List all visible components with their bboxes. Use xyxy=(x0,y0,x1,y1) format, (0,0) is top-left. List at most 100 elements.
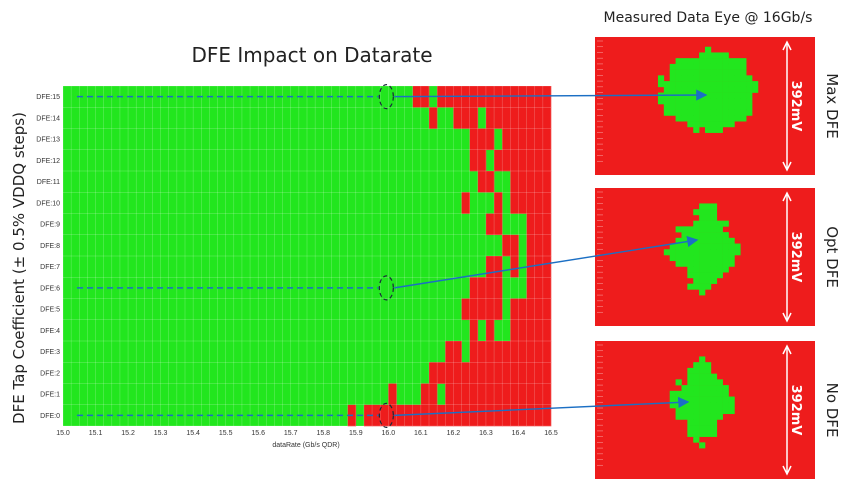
eye-pass-cell xyxy=(669,396,676,403)
eye-pass-cell xyxy=(693,243,700,250)
eye-pass-cell xyxy=(699,260,706,267)
heatmap-fail-cell xyxy=(494,192,503,214)
heatmap-fail-cell xyxy=(534,362,544,384)
eye-pass-cell xyxy=(675,379,682,386)
heatmap-fail-cell xyxy=(461,362,470,384)
eye-pass-cell xyxy=(716,69,723,76)
eye-pass-cell xyxy=(728,396,735,403)
eye-pass-cell xyxy=(681,260,688,267)
eye-pass-cell xyxy=(710,86,718,93)
eye-pass-cell xyxy=(693,126,700,133)
eye-pass-cell xyxy=(687,226,694,233)
eye-pass-cell xyxy=(740,63,747,70)
eye-pass-cell xyxy=(716,237,723,244)
highlight-ellipse xyxy=(378,84,394,110)
eye-pass-cell xyxy=(728,104,735,111)
eye-pass-cell xyxy=(722,98,729,105)
eye-pass-cell xyxy=(687,385,694,392)
eye-pass-cell xyxy=(705,86,712,93)
eye-pass-cell xyxy=(716,126,723,133)
eye-pass-cell xyxy=(705,58,712,65)
heatmap-fail-cell xyxy=(429,383,438,406)
eye-pass-cell xyxy=(716,86,723,93)
eye-pass-cell xyxy=(687,272,694,279)
eye-pass-cell xyxy=(705,220,712,227)
heatmap-fail-cell xyxy=(518,319,527,342)
eye-pass-cell xyxy=(699,104,706,111)
heatmap-fail-cell xyxy=(542,234,552,257)
eye-pass-cell xyxy=(699,283,706,290)
heatmap-fail-cell xyxy=(429,404,438,427)
eye-pass-cell xyxy=(681,86,688,93)
eye-pass-cell xyxy=(693,430,700,437)
heatmap-fail-cell xyxy=(445,341,454,363)
eye-pass-cell xyxy=(705,272,712,279)
eye-pass-cell xyxy=(710,408,718,415)
eye-pass-cell xyxy=(681,104,688,111)
eye-pass-cell xyxy=(722,243,729,250)
eye-pass-cell xyxy=(687,81,694,88)
eye-pass-cell xyxy=(710,126,718,133)
heatmap-fail-cell xyxy=(494,298,503,321)
eye-pass-cell xyxy=(681,109,688,116)
heatmap-fail-cell xyxy=(534,86,544,108)
eye-pass-cell xyxy=(716,402,723,409)
heatmap-fail-cell xyxy=(469,319,479,342)
heatmap-fail-cell xyxy=(502,341,511,363)
heatmap-fail-cell xyxy=(534,149,544,172)
eye-pass-cell xyxy=(693,373,700,380)
eye-pass-cell xyxy=(687,255,694,262)
eye-pass-cell xyxy=(740,92,747,99)
eye-pass-cell xyxy=(705,237,712,244)
eye-pass-cell xyxy=(699,373,706,380)
heatmap-fail-cell xyxy=(510,362,519,384)
eye-pass-cell xyxy=(734,63,741,70)
eye-pass-cell xyxy=(699,121,706,128)
eye-pass-cell xyxy=(734,92,741,99)
heatmap-fail-cell xyxy=(485,404,495,427)
y-tick-label: DFE:6 xyxy=(40,285,60,292)
eye-pass-cell xyxy=(705,277,712,284)
eye-pass-cell xyxy=(699,220,706,227)
eye-pass-cell xyxy=(681,408,688,415)
eye-pass-cell xyxy=(728,92,735,99)
eye-pass-cell xyxy=(705,69,712,76)
eye-pass-cell xyxy=(687,430,694,437)
eye-pass-cell xyxy=(710,243,718,250)
heatmap-fail-cell xyxy=(526,362,536,384)
eye-pass-cell xyxy=(710,121,718,128)
eye-pass-cell xyxy=(699,379,706,386)
heatmap-fail-cell xyxy=(461,298,470,321)
highlight-arrow xyxy=(394,89,708,101)
y-axis-label: DFE Tap Coefficient (± 0.5% VDDQ steps) xyxy=(10,112,28,424)
eye-pass-cell xyxy=(693,362,700,369)
eye-pass-cell xyxy=(681,385,688,392)
eye-pass-cell xyxy=(716,121,723,128)
eye-pass-cell xyxy=(693,277,700,284)
eye-height-label: 392mV xyxy=(788,81,803,132)
heatmap-fail-cell xyxy=(534,383,544,406)
eye-pass-cell xyxy=(722,249,729,256)
eye-pass-cell xyxy=(722,86,729,93)
eye-pass-cell xyxy=(710,396,718,403)
eye-pass-cell xyxy=(728,237,735,244)
heatmap-fail-cell xyxy=(542,362,552,384)
eye-pass-cell xyxy=(722,63,729,70)
heatmap-fail-cell xyxy=(510,149,519,172)
eye-pass-cell xyxy=(740,81,747,88)
eye-pass-cell xyxy=(752,81,759,88)
eye-pass-cell xyxy=(710,419,718,426)
heatmap-fail-cell xyxy=(534,277,544,299)
eye-pass-cell xyxy=(710,109,718,116)
heatmap-fail-cell xyxy=(502,107,511,129)
eye-pass-cell xyxy=(693,226,700,233)
x-tick-label: 16.0 xyxy=(382,430,396,437)
eye-pass-cell xyxy=(693,63,700,70)
eye-pass-cell xyxy=(734,86,741,93)
eye-pass-cell xyxy=(710,203,718,210)
highlight-ellipse xyxy=(378,402,394,428)
eye-diagrams: 392mV Max DFE 392mV Opt DFE 392mV No DFE xyxy=(595,37,841,479)
y-tick-label: DFE:9 xyxy=(40,222,60,229)
heatmap-fail-cell xyxy=(485,107,495,129)
eye-pass-cell xyxy=(728,408,735,415)
